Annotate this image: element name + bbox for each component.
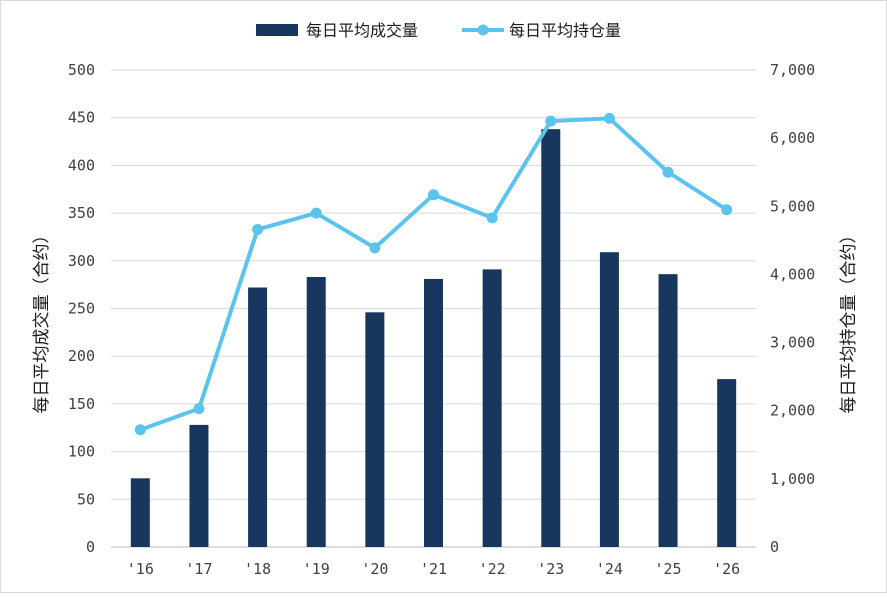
x-tick-label: '22 <box>479 560 506 578</box>
right-tick-label: 7,000 <box>770 61 815 79</box>
bar <box>248 287 268 547</box>
left-tick-label: 300 <box>68 252 95 270</box>
line-point <box>369 242 381 254</box>
bar <box>541 129 561 547</box>
x-tick-label: '23 <box>537 560 564 578</box>
line-point <box>603 112 615 124</box>
line-point <box>193 403 205 415</box>
left-tick-label: 150 <box>68 395 95 413</box>
x-tick-label: '24 <box>596 560 623 578</box>
x-axis-ticks: '16 '17 '18 '19 '20 '21 '22 '23 '24 '25 '26 <box>127 560 740 578</box>
line-point <box>486 212 498 224</box>
line-point <box>310 207 322 219</box>
left-tick-label: 400 <box>68 156 95 174</box>
bar <box>599 252 619 548</box>
legend-bar-swatch <box>256 24 298 36</box>
bar <box>130 478 150 547</box>
line-series <box>134 112 733 436</box>
bar <box>189 424 209 547</box>
left-tick-label: 500 <box>68 61 95 79</box>
right-tick-label: 3,000 <box>770 334 815 352</box>
left-tick-label: 0 <box>86 538 95 556</box>
line-point <box>134 424 146 436</box>
right-axis-label: 每日平均持仓量（合约） <box>839 227 859 414</box>
right-tick-label: 4,000 <box>770 265 815 283</box>
bar-series <box>130 129 737 548</box>
x-tick-label: '19 <box>303 560 330 578</box>
x-tick-label: '16 <box>127 560 154 578</box>
right-tick-label: 1,000 <box>770 470 815 488</box>
legend: 每日平均成交量 每日平均持仓量 <box>256 21 621 40</box>
x-tick-label: '18 <box>244 560 271 578</box>
left-tick-label: 350 <box>68 204 95 222</box>
bar <box>482 269 502 547</box>
left-axis-ticks: 0 50 100 150 200 250 300 350 400 450 500 <box>68 61 95 556</box>
right-tick-label: 0 <box>770 538 779 556</box>
line-point <box>252 223 264 235</box>
x-tick-label: '21 <box>420 560 447 578</box>
left-tick-label: 450 <box>68 109 95 127</box>
left-axis-label: 每日平均成交量（合约） <box>32 227 52 414</box>
x-tick-label: '17 <box>185 560 212 578</box>
bar <box>658 274 678 547</box>
bar <box>424 278 443 547</box>
x-tick-label: '20 <box>361 560 388 578</box>
bar <box>717 379 737 547</box>
right-tick-label: 5,000 <box>770 197 815 215</box>
line-point <box>428 189 439 201</box>
bar <box>365 312 385 547</box>
legend-bar-label: 每日平均成交量 <box>306 21 418 40</box>
right-axis-ticks: 0 1,000 2,000 3,000 4,000 5,000 6,000 7,000 <box>770 61 815 556</box>
line-point <box>662 166 674 178</box>
line-point <box>545 115 557 127</box>
legend-line-label: 每日平均持仓量 <box>509 21 621 40</box>
right-tick-label: 6,000 <box>770 129 815 147</box>
legend-line-marker <box>477 24 489 36</box>
bar <box>306 277 326 547</box>
right-tick-label: 2,000 <box>770 402 815 420</box>
left-tick-label: 100 <box>68 443 95 461</box>
line-point <box>721 204 733 216</box>
x-tick-label: '26 <box>713 560 740 578</box>
left-tick-label: 200 <box>68 347 95 365</box>
x-tick-label: '25 <box>654 560 681 578</box>
left-tick-label: 50 <box>77 490 95 508</box>
left-tick-label: 250 <box>68 300 95 318</box>
